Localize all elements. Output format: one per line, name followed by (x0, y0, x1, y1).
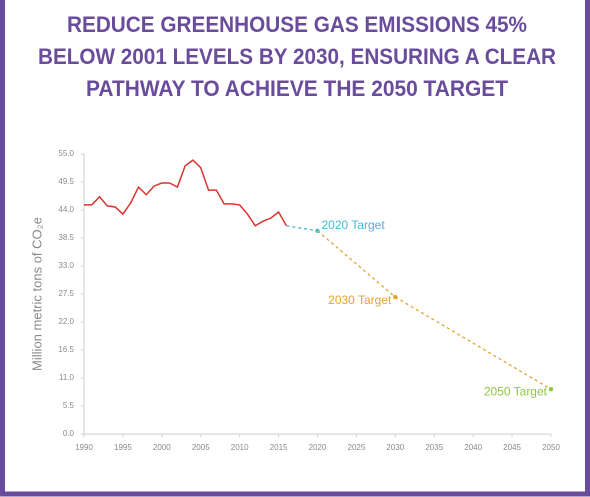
x-tick-label: 2040 (464, 443, 482, 452)
y-tick-label: 55.0 (58, 149, 74, 158)
chart-title: PATHWAY TO ACHIEVE THE 2050 TARGET (86, 76, 509, 101)
y-tick-label: 16.5 (58, 345, 74, 354)
x-tick-label: 2005 (192, 443, 210, 452)
x-tick-label: 2010 (231, 443, 249, 452)
target-label: 2050 Target (484, 384, 548, 398)
y-tick-label: 11.0 (59, 373, 75, 382)
x-tick-label: 2035 (425, 443, 443, 452)
target-label: 2020 Target (322, 218, 386, 232)
line-series (84, 159, 288, 227)
chart-title: BELOW 2001 LEVELS BY 2030, ENSURING A CL… (38, 44, 556, 69)
y-tick-label: 44.0 (58, 205, 74, 214)
projection-line (317, 230, 396, 298)
y-tick-label: 27.5 (58, 289, 74, 298)
target-point (548, 387, 554, 392)
target-label: 2030 Target (328, 293, 392, 307)
x-tick-label: 2045 (503, 443, 521, 452)
y-tick-label: 33.0 (58, 261, 74, 270)
x-tick-label: 1995 (114, 443, 132, 452)
y-tick-label: 49.5 (58, 177, 74, 186)
x-tick-label: 2015 (270, 443, 288, 452)
x-tick-label: 1990 (75, 443, 93, 452)
x-tick-label: 2020 (309, 443, 327, 452)
x-tick-label: 2025 (348, 443, 366, 452)
x-tick-label: 2050 (542, 443, 560, 452)
projection-line (395, 296, 552, 390)
projection-line (286, 225, 318, 232)
y-tick-label: 38.5 (58, 233, 74, 242)
chart-title: REDUCE GREENHOUSE GAS EMISSIONS 45% (67, 12, 527, 37)
y-tick-label: 5.5 (63, 401, 75, 410)
y-axis-label: Million metric tons of CO₂e (29, 217, 44, 371)
x-tick-label: 2030 (386, 443, 404, 452)
x-tick-label: 2000 (153, 443, 171, 452)
y-tick-label: 22.0 (58, 317, 74, 326)
y-tick-label: 0.0 (63, 429, 75, 438)
